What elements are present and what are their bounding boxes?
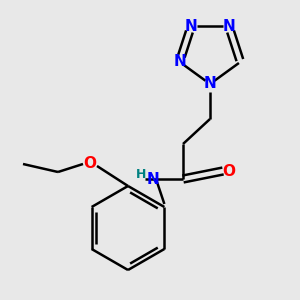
Text: H: H <box>136 169 146 182</box>
Text: N: N <box>173 54 186 69</box>
Text: N: N <box>185 19 198 34</box>
Text: N: N <box>222 19 235 34</box>
Text: N: N <box>204 76 216 92</box>
Text: N: N <box>147 172 159 187</box>
Text: O: O <box>83 157 97 172</box>
Text: O: O <box>223 164 236 178</box>
